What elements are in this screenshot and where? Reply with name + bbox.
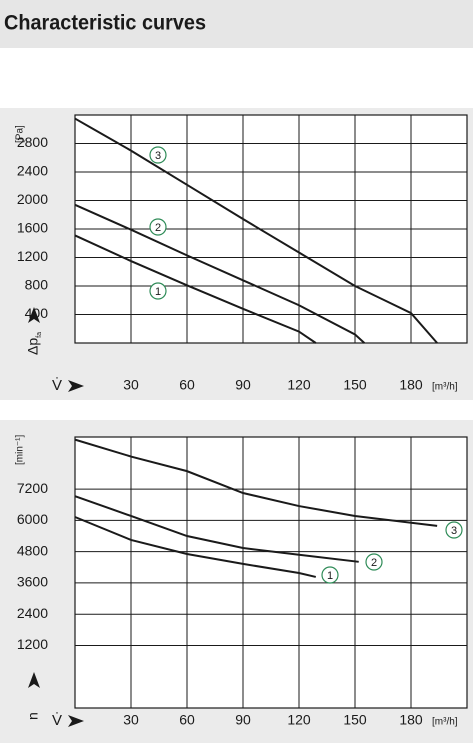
y-tick-label: 800	[25, 277, 49, 293]
curve	[74, 516, 317, 578]
y-unit: [min⁻¹]	[15, 435, 26, 466]
x-tick-label: 120	[287, 377, 311, 393]
curve-label: 2	[155, 222, 161, 234]
y-tick-label: 1200	[17, 248, 48, 264]
curve-label-circle	[321, 566, 339, 584]
curve-label: 1	[155, 286, 161, 298]
curve-label: 3	[155, 150, 161, 162]
x-tick-label: 150	[343, 712, 367, 728]
x-tick-label: 150	[343, 377, 367, 393]
header-bar	[0, 0, 473, 48]
x-tick-label: 180	[399, 377, 423, 393]
curve	[74, 234, 317, 344]
x-unit: [m³/h]	[432, 382, 458, 393]
y-tick-label: 2400	[17, 605, 48, 621]
x-axis-label: V̇	[52, 377, 62, 394]
y-axis-label-group: n	[25, 712, 41, 720]
arrow	[68, 380, 84, 392]
plot-area	[74, 436, 468, 709]
curve	[74, 117, 438, 344]
x-tick-label: 90	[235, 377, 251, 393]
y-tick-label: 1600	[17, 220, 48, 236]
x-tick-label: 120	[287, 712, 311, 728]
y-axis-label-sub: fa	[36, 332, 43, 338]
y-tick-label: 4800	[17, 542, 48, 558]
x-tick-label: 30	[123, 377, 139, 393]
x-tick-label: 180	[399, 712, 423, 728]
page-title: Characteristic curves	[4, 12, 206, 35]
curve	[74, 495, 359, 563]
y-tick-label: 3600	[17, 574, 48, 590]
y-unit-group: [Pa]	[15, 125, 26, 143]
curve-label-circle	[365, 553, 383, 571]
y-tick-label: 1200	[17, 636, 48, 652]
arrow	[28, 672, 40, 688]
curve-label: 1	[327, 570, 333, 582]
curve	[74, 203, 366, 344]
x-tick-label: 90	[235, 712, 251, 728]
y-tick-label: 2400	[17, 163, 48, 179]
x-unit: [m³/h]	[432, 717, 458, 728]
curve-label: 3	[451, 525, 457, 537]
y-unit: [Pa]	[15, 125, 26, 143]
arrow	[68, 715, 84, 727]
y-tick-label: 7200	[17, 480, 48, 496]
curve-label-circle	[149, 282, 167, 300]
arrow	[28, 307, 40, 323]
y-tick-label: 6000	[17, 511, 48, 527]
curve-label-circle	[445, 521, 463, 539]
y-tick-label: 2800	[17, 134, 48, 150]
curve	[74, 438, 438, 527]
x-tick-label: 60	[179, 712, 195, 728]
x-tick-label: 30	[123, 712, 139, 728]
curve-label-circle	[149, 146, 167, 164]
curve-label-circle	[149, 218, 167, 236]
y-unit-group: [min⁻¹]	[15, 435, 26, 466]
y-tick-label: 2000	[17, 191, 48, 207]
x-tick-label: 60	[179, 377, 195, 393]
curve-label: 2	[371, 557, 377, 569]
x-axis-label: V̇	[52, 712, 62, 729]
y-axis-label: n	[25, 712, 41, 720]
